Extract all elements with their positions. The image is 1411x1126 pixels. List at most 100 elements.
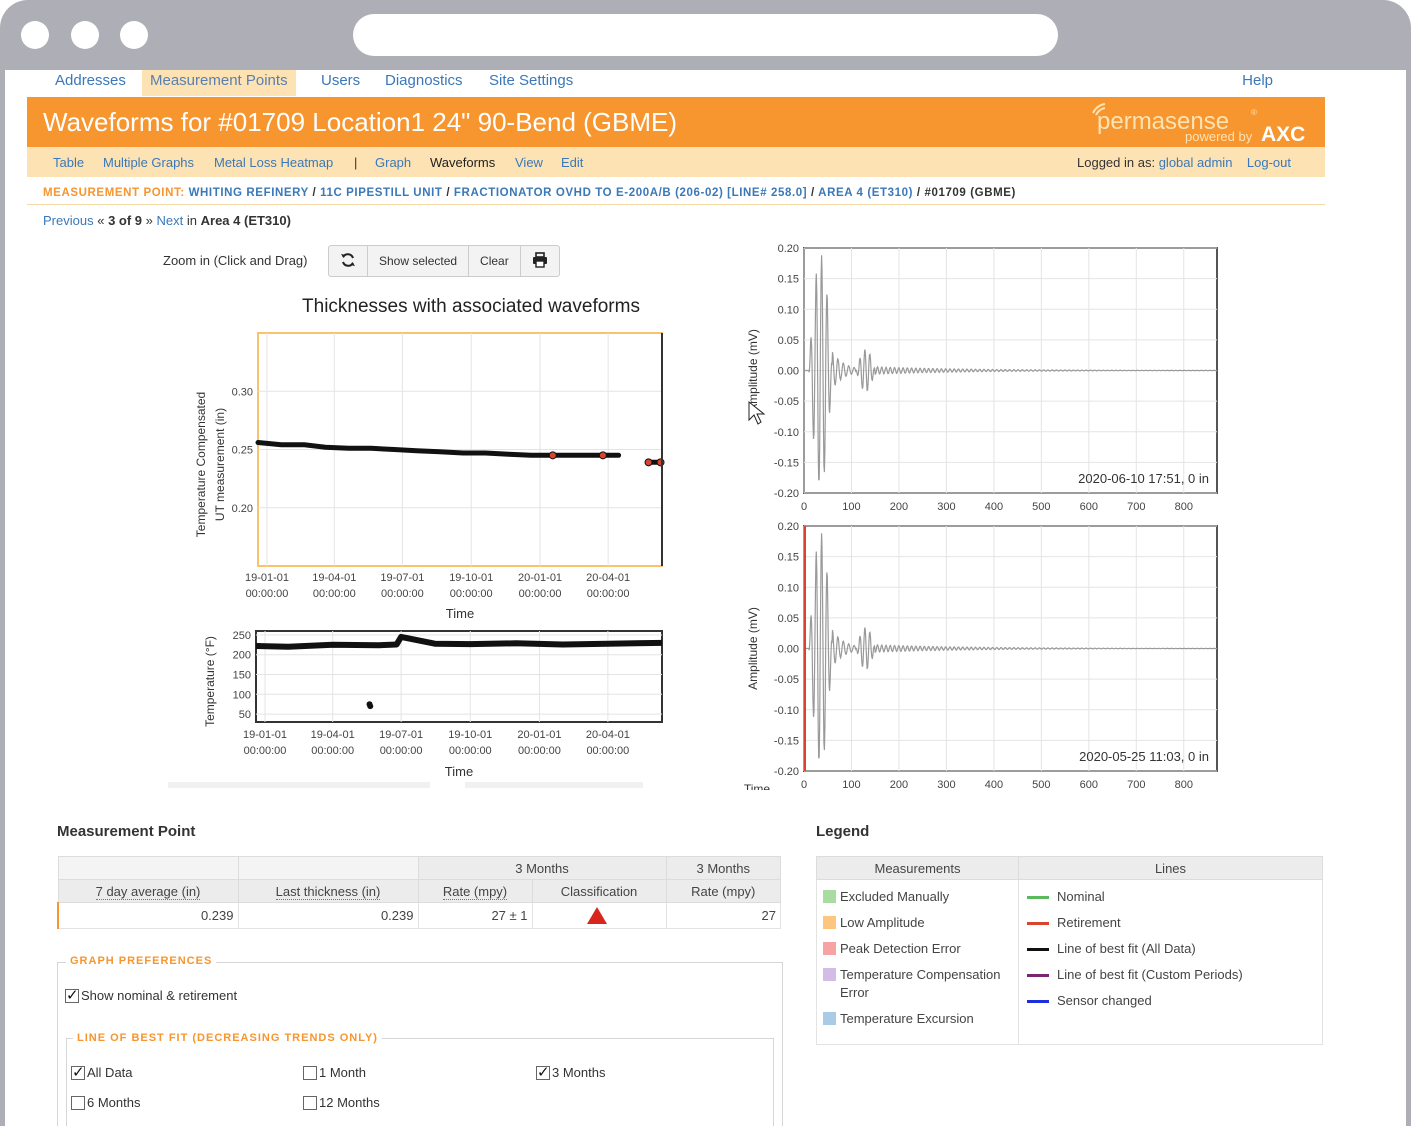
- x-tick-label: 00:00:00: [244, 745, 287, 757]
- legend-swatch: [823, 942, 836, 955]
- legend-swatch: [823, 968, 836, 981]
- tab-addresses[interactable]: Addresses: [55, 72, 126, 89]
- x-tick-label: 600: [1080, 501, 1098, 513]
- breadcrumb-item[interactable]: WHITING REFINERY: [188, 187, 309, 199]
- chart-toolbar: Show selected Clear: [328, 245, 560, 277]
- lobf-all-data-checkbox[interactable]: All Data: [71, 1063, 133, 1081]
- checkbox-label: 6 Months: [87, 1095, 141, 1110]
- legend-label: Retirement: [1057, 915, 1121, 930]
- y-tick-label: 0.20: [778, 243, 799, 255]
- page-viewport: Addresses Measurement Points Users Diagn…: [5, 70, 1406, 1126]
- scrollbar-track[interactable]: [465, 782, 643, 788]
- legend-label: Excluded Manually: [840, 889, 950, 904]
- y-tick-label: 0.05: [778, 335, 799, 347]
- x-tick-label: 00:00:00: [381, 588, 424, 600]
- tab-site-settings[interactable]: Site Settings: [489, 72, 574, 89]
- y-tick-label: 50: [239, 709, 251, 721]
- highlighted-point: [548, 451, 557, 460]
- window-close-dot[interactable]: [21, 21, 49, 49]
- x-tick-label: 500: [1032, 501, 1050, 513]
- lobf-1-month-checkbox[interactable]: 1 Month: [303, 1065, 366, 1080]
- address-bar[interactable]: [353, 14, 1058, 56]
- tab-users[interactable]: Users: [321, 72, 361, 89]
- waveform-chart-2[interactable]: 0 100 200 300 400 500 600 700 800 -0.20 -0.15 -0.10…: [744, 521, 1218, 790]
- tab-measurement-points[interactable]: Measurement Points: [142, 70, 296, 96]
- pager-in: in: [186, 213, 197, 228]
- checkbox-box[interactable]: [65, 986, 79, 1004]
- x-tick-label: 19-07-01: [379, 729, 423, 741]
- subnav-waveforms[interactable]: Waveforms: [430, 155, 496, 170]
- checkbox-box[interactable]: [303, 1095, 317, 1110]
- subnav-graph[interactable]: Graph: [375, 155, 412, 170]
- next-link[interactable]: Next: [156, 213, 184, 228]
- show-selected-button[interactable]: Show selected: [368, 246, 470, 276]
- y-tick-label: -0.20: [774, 488, 799, 500]
- data-series-line: [255, 633, 663, 650]
- x-tick-label: 00:00:00: [380, 745, 423, 757]
- tab-diagnostics[interactable]: Diagnostics: [385, 72, 463, 89]
- checkbox-label: All Data: [87, 1065, 133, 1080]
- x-tick-label: 0: [801, 501, 807, 513]
- y-tick-label: -0.15: [774, 457, 799, 469]
- checkbox-box[interactable]: [303, 1065, 317, 1080]
- print-button[interactable]: [521, 246, 559, 276]
- subnav-table[interactable]: Table: [53, 155, 85, 170]
- clear-button[interactable]: Clear: [469, 246, 521, 276]
- y-tick-label: 100: [233, 689, 251, 701]
- x-tick-label: 20-04-01: [586, 729, 630, 741]
- y-tick-label: 0.30: [232, 386, 253, 398]
- lobf-6-months-checkbox[interactable]: 6 Months: [71, 1095, 140, 1110]
- subnav-multiple-graphs[interactable]: Multiple Graphs: [103, 155, 195, 170]
- legend-line-swatch: [1027, 896, 1049, 899]
- sub-navigation: Table Multiple Graphs Metal Loss Heatmap…: [27, 147, 1325, 177]
- x-axis-title: Time: [445, 764, 473, 779]
- data-point: [367, 703, 374, 710]
- logout-link[interactable]: Log-out: [1246, 155, 1291, 170]
- x-axis-title: Time: [744, 782, 771, 790]
- window-minimize-dot[interactable]: [71, 21, 99, 49]
- refresh-button[interactable]: [329, 246, 368, 276]
- user-link[interactable]: global admin: [1158, 155, 1233, 170]
- cell-7-day-average: 0.239: [57, 902, 239, 929]
- window-maximize-dot[interactable]: [120, 21, 148, 49]
- x-tick-label: 700: [1127, 779, 1145, 790]
- col-rate-2: Rate (mpy): [691, 883, 756, 899]
- y-tick-label: -0.10: [774, 427, 799, 439]
- waveform-line: [804, 533, 1218, 759]
- measurement-point-title: Measurement Point: [57, 823, 196, 840]
- waveform-annotation: 2020-06-10 17:51, 0 in: [1078, 471, 1209, 486]
- lobf-12-months-checkbox[interactable]: 12 Months: [303, 1095, 380, 1110]
- scrollbar-track[interactable]: [168, 782, 430, 788]
- breadcrumb-item[interactable]: AREA 4 (ET310): [818, 187, 914, 199]
- thickness-chart[interactable]: 19-01-01 00:00:00 19-04-01 00:00:00 19-07-01…: [194, 332, 665, 621]
- subnav-metal-loss-heatmap[interactable]: Metal Loss Heatmap: [214, 155, 334, 170]
- previous-link[interactable]: Previous: [43, 213, 94, 228]
- waveform-chart-1[interactable]: 0 100 200 300 400 500 600 700 800 -0.20 -0.15 -0.10…: [746, 243, 1218, 513]
- group-header-3-months: 3 Months: [417, 856, 667, 880]
- charts-area[interactable]: 19-01-01 00:00:00 19-04-01 00:00:00 19-07-01…: [5, 70, 1406, 790]
- pager-area: Area 4 (ET310): [200, 213, 291, 228]
- col-classification: Classification: [560, 883, 638, 899]
- temperature-chart[interactable]: 19-01-01 00:00:00 19-04-01 00:00:00 19-07-01…: [203, 630, 663, 779]
- breadcrumb-item[interactable]: FRACTIONATOR OVHD TO E-200A/B (206-02) […: [453, 187, 808, 199]
- highlighted-point: [644, 458, 653, 467]
- y-tick-label: 250: [233, 630, 251, 642]
- x-tick-label: 0: [801, 779, 807, 790]
- subnav-edit[interactable]: Edit: [561, 155, 584, 170]
- subnav-separator: |: [354, 155, 358, 170]
- breadcrumb-item[interactable]: 11C PIPESTILL UNIT: [320, 187, 443, 199]
- svg-text:®: ®: [1251, 108, 1257, 117]
- checkbox-box[interactable]: [71, 1063, 85, 1081]
- x-tick-label: 00:00:00: [586, 745, 629, 757]
- legend-label: Peak Detection Error: [840, 941, 961, 956]
- table-row[interactable]: 0.239 0.239 27 ± 1 27: [57, 902, 781, 929]
- data-series-line: [255, 440, 622, 458]
- checkbox-box[interactable]: [71, 1095, 85, 1110]
- show-nominal-checkbox[interactable]: Show nominal & retirement: [65, 986, 237, 1004]
- x-tick-label: 800: [1175, 501, 1193, 513]
- lobf-3-months-checkbox[interactable]: 3 Months: [536, 1063, 605, 1081]
- thickness-chart-title: Thicknesses with associated waveforms: [302, 296, 640, 317]
- subnav-view[interactable]: View: [515, 155, 543, 170]
- help-link[interactable]: Help: [1242, 72, 1273, 89]
- checkbox-box[interactable]: [536, 1063, 550, 1081]
